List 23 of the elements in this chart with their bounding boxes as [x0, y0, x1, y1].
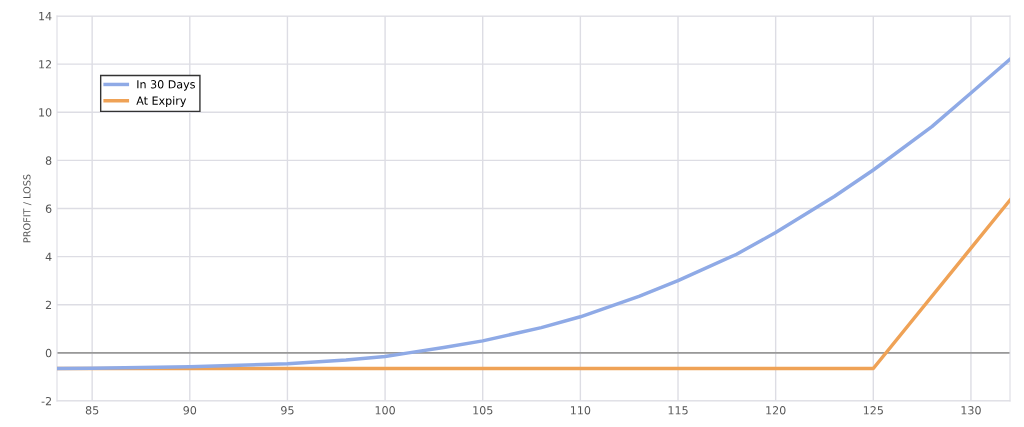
y-tick-label: -2 [41, 396, 52, 406]
y-axis-title: PROFIT / LOSS [23, 174, 32, 243]
x-tick-label: 105 [473, 406, 493, 415]
x-tick-label: 110 [570, 406, 591, 415]
x-tick-label: 120 [766, 406, 786, 415]
x-tick-label: 100 [375, 406, 395, 415]
x-tick-label: 125 [863, 406, 883, 415]
y-tick-label: 10 [39, 108, 52, 117]
y-tick-label: 12 [39, 60, 52, 69]
y-tick-label: 0 [45, 348, 52, 358]
line-series [57, 57, 1010, 371]
x-tick-label: 115 [668, 406, 688, 415]
y-tick-label: 6 [45, 204, 52, 213]
x-tick-label: 130 [961, 406, 981, 415]
y-tick-label: 4 [45, 252, 52, 261]
x-tick-label: 85 [85, 406, 99, 415]
y-tick-label: 14 [39, 12, 52, 21]
y-tick-label: 2 [45, 300, 52, 309]
legend-label: At Expiry [136, 96, 187, 107]
x-tick-label: 95 [281, 406, 294, 415]
y-tick-label: 8 [45, 156, 52, 165]
legend-label: In 30 Days [137, 80, 195, 91]
x-tick-label: 90 [183, 406, 197, 415]
